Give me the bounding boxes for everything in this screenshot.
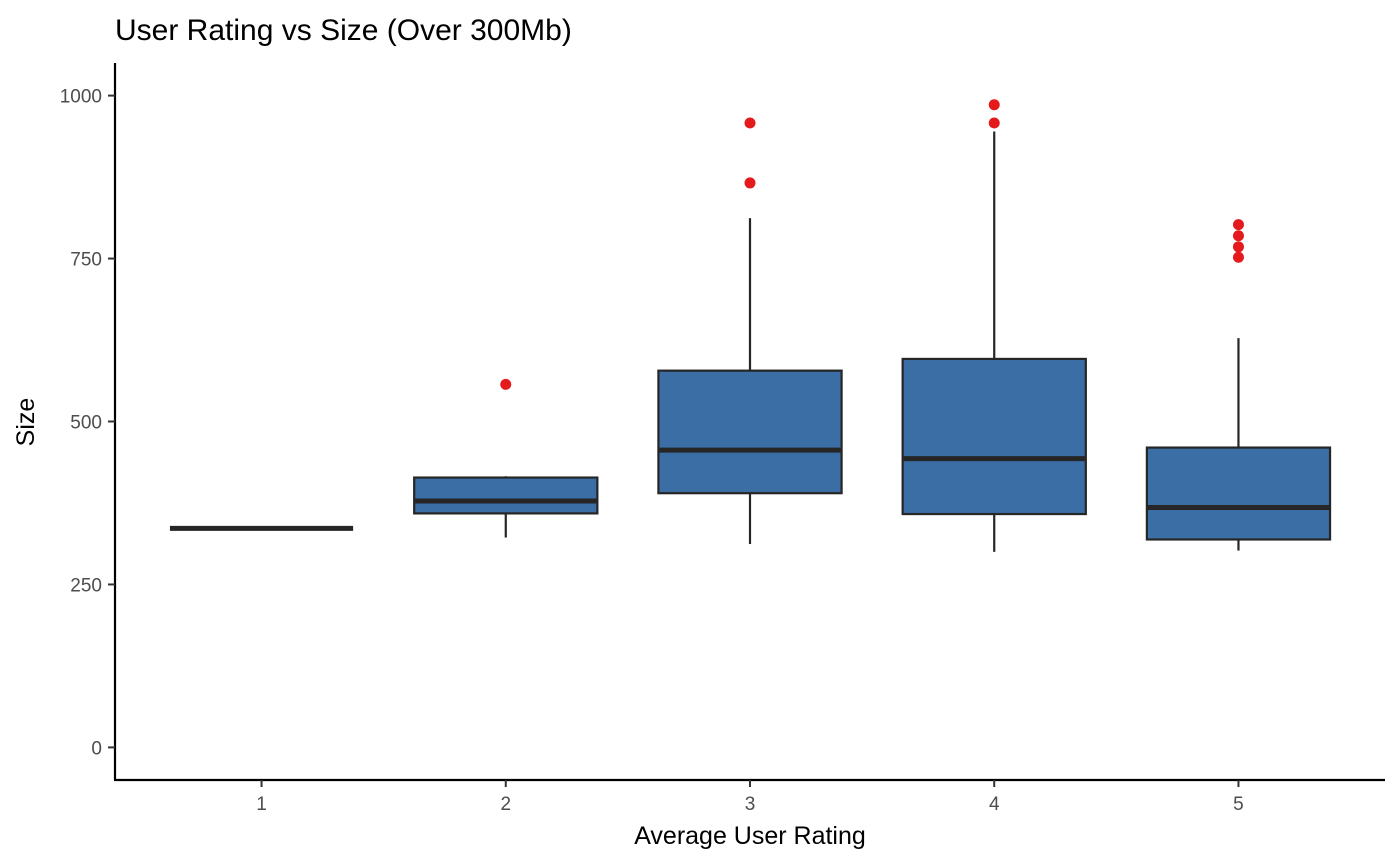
box-iqr [901, 357, 1087, 516]
x-tick-label: 2 [500, 794, 511, 815]
box-iqr [657, 369, 843, 495]
outlier-point [500, 378, 512, 390]
x-tick-label: 4 [989, 794, 1000, 815]
outlier-point [744, 117, 756, 129]
y-tick-label: 1000 [60, 87, 102, 108]
y-tick-label: 0 [91, 738, 102, 759]
outlier-point [1232, 230, 1244, 242]
box-group-5 [1145, 219, 1332, 551]
box-iqr [1145, 446, 1332, 541]
y-tick-label: 250 [70, 575, 102, 596]
y-axis-title: Size [12, 398, 40, 447]
box-iqr [413, 476, 599, 515]
x-tick-label: 5 [1233, 794, 1244, 815]
outlier-point [988, 117, 1000, 129]
plot-area [169, 99, 1332, 552]
outlier-point [1232, 241, 1244, 253]
box-group-3 [657, 117, 843, 545]
box-group-4 [901, 99, 1087, 552]
outlier-point [988, 99, 1000, 111]
outlier-point [1232, 219, 1244, 231]
x-axis: 1 2 3 4 5 [256, 780, 1244, 815]
outlier-point [1232, 251, 1244, 263]
chart-title: User Rating vs Size (Over 300Mb) [115, 14, 572, 47]
x-axis-title: Average User Rating [634, 822, 866, 850]
y-tick-label: 750 [70, 250, 102, 271]
x-tick-label: 3 [745, 794, 756, 815]
outlier-point [744, 177, 756, 189]
y-axis: 0 250 500 750 1000 [60, 87, 115, 759]
y-tick-label: 500 [70, 413, 102, 434]
x-tick-label: 1 [256, 794, 267, 815]
box-group-2 [413, 378, 599, 538]
